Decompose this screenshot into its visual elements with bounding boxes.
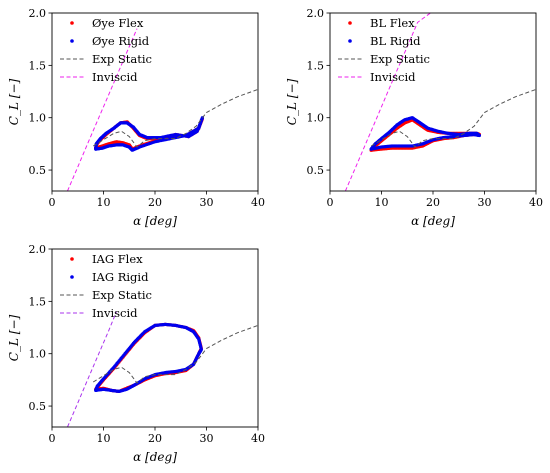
- data-point: [94, 388, 98, 392]
- legend-label: Inviscid: [92, 306, 138, 320]
- x-axis-label: α [deg]: [133, 450, 177, 464]
- series-1: [94, 322, 203, 393]
- series-line: [370, 88, 536, 148]
- x-tick-label: 40: [251, 196, 265, 209]
- legend-item: Exp Static: [60, 52, 152, 66]
- series-3: [67, 311, 117, 427]
- x-tick-label: 10: [97, 196, 111, 209]
- series-2: [92, 88, 258, 148]
- y-tick-label: 1.5: [307, 59, 325, 72]
- y-tick-label: 0.5: [307, 164, 325, 177]
- x-tick-label: 0: [327, 196, 334, 209]
- panel-iag: 0 10 20 30 40 0.5 1.0 1.5 2.0 α [deg] C_L [−] IAG F…: [7, 243, 265, 464]
- x-tick-label: 30: [200, 432, 214, 445]
- y-tick-label: 1.5: [29, 59, 47, 72]
- legend-label: Inviscid: [92, 70, 138, 84]
- series-line: [92, 88, 258, 148]
- legend-swatch: [348, 39, 352, 43]
- x-axis-label: α [deg]: [133, 214, 177, 228]
- x-tick-label: 0: [49, 196, 56, 209]
- legend-swatch: [70, 257, 74, 261]
- legend-item: BL Rigid: [348, 34, 421, 48]
- legend-label: Exp Static: [370, 52, 430, 66]
- x-tick-label: 10: [375, 196, 389, 209]
- series-line: [92, 324, 258, 384]
- legend-swatch: [70, 275, 74, 279]
- series-3: [67, 28, 138, 191]
- legend-swatch: [70, 21, 74, 25]
- legend-item: IAG Rigid: [70, 270, 149, 284]
- series-2: [92, 324, 258, 384]
- y-tick-label: 1.0: [307, 112, 325, 125]
- legend: IAG Flex IAG Rigid Exp Static Inviscid: [60, 252, 152, 320]
- x-tick-label: 20: [426, 196, 440, 209]
- plot-area: [344, 13, 536, 191]
- legend: BL Flex BL Rigid Exp Static Inviscid: [338, 16, 430, 84]
- panel-oye: 0 10 20 30 40 0.5 1.0 1.5 2.0 α [deg] C_L [−] Øye F…: [7, 7, 265, 228]
- y-axis-label: C_L [−]: [7, 78, 21, 125]
- series-line: [344, 13, 431, 191]
- x-tick-label: 40: [529, 196, 543, 209]
- legend-item: Exp Static: [338, 52, 430, 66]
- legend-label: Exp Static: [92, 52, 152, 66]
- data-point: [369, 147, 373, 151]
- series-1: [94, 116, 204, 152]
- legend-item: Inviscid: [60, 70, 138, 84]
- y-tick-label: 2.0: [29, 7, 47, 20]
- series-1: [369, 116, 481, 151]
- legend-label: IAG Flex: [92, 252, 143, 266]
- series-0: [94, 322, 203, 393]
- plot-area: [67, 28, 258, 191]
- legend-label: Inviscid: [370, 70, 416, 84]
- legend-label: Exp Static: [92, 288, 152, 302]
- legend-item: Inviscid: [338, 70, 416, 84]
- legend-label: BL Rigid: [370, 34, 421, 48]
- y-tick-label: 0.5: [29, 400, 47, 413]
- y-tick-label: 2.0: [29, 243, 47, 256]
- x-tick-label: 20: [148, 432, 162, 445]
- legend-label: IAG Rigid: [92, 270, 149, 284]
- legend-label: BL Flex: [370, 16, 415, 30]
- legend-swatch: [348, 21, 352, 25]
- x-tick-label: 40: [251, 432, 265, 445]
- y-tick-label: 1.0: [29, 112, 47, 125]
- x-tick-label: 20: [148, 196, 162, 209]
- y-tick-label: 0.5: [29, 164, 47, 177]
- series-2: [370, 88, 536, 148]
- plot-area: [67, 311, 258, 427]
- x-tick-label: 30: [200, 196, 214, 209]
- legend-item: Øye Flex: [70, 16, 144, 30]
- y-axis-label: C_L [−]: [285, 78, 299, 125]
- x-tick-label: 10: [97, 432, 111, 445]
- y-tick-label: 1.5: [29, 295, 47, 308]
- series-3: [344, 13, 431, 191]
- x-axis-label: α [deg]: [411, 214, 455, 228]
- legend-label: Øye Flex: [92, 16, 144, 30]
- legend-item: BL Flex: [348, 16, 415, 30]
- legend-swatch: [70, 39, 74, 43]
- y-tick-label: 1.0: [29, 348, 47, 361]
- y-tick-label: 2.0: [307, 7, 325, 20]
- panel-bl: 0 10 20 30 40 0.5 1.0 1.5 2.0 α [deg] C_L [−] BL Fl…: [285, 7, 543, 228]
- x-tick-label: 0: [49, 432, 56, 445]
- legend: Øye Flex Øye Rigid Exp Static Inviscid: [60, 16, 152, 84]
- series-line: [67, 311, 117, 427]
- y-axis-label: C_L [−]: [7, 314, 21, 361]
- data-point: [94, 147, 98, 151]
- legend-item: IAG Flex: [70, 252, 143, 266]
- legend-label: Øye Rigid: [92, 34, 150, 48]
- legend-item: Exp Static: [60, 288, 152, 302]
- series-line: [67, 28, 138, 191]
- legend-item: Øye Rigid: [70, 34, 150, 48]
- x-tick-label: 30: [478, 196, 492, 209]
- legend-item: Inviscid: [60, 306, 138, 320]
